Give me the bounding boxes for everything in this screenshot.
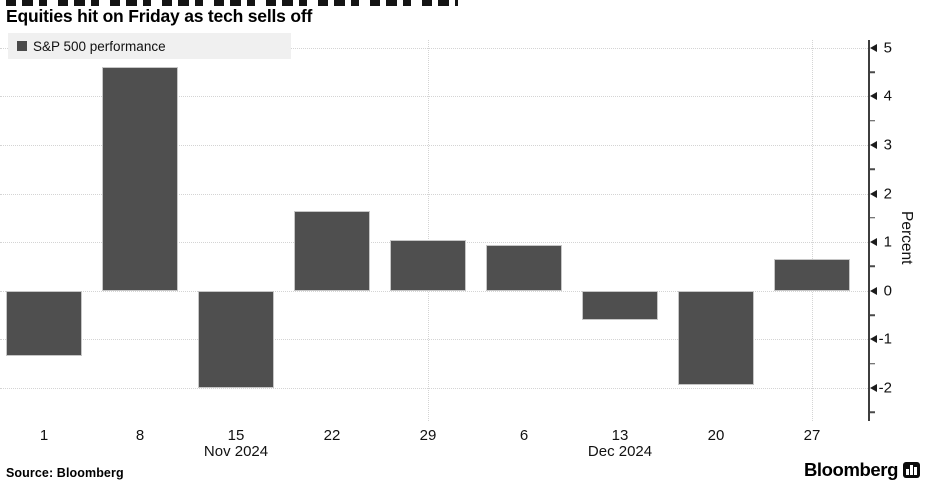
x-tick-label-22: 22 [323,427,341,444]
gridline-h-0 [0,290,868,292]
x-tick-label-1: 1 [39,427,49,444]
y-axis-line [868,40,870,421]
y-tick-1 [869,238,877,247]
y-minortick--0.5 [869,314,875,316]
bloomberg-bug-icon [903,462,920,478]
bar-13 [582,290,658,320]
y-minortick--2.5 [869,411,875,413]
bar-15 [198,290,274,388]
gridline-h-4 [0,96,868,98]
x-month-label: Dec 2024 [587,443,653,460]
chart-subtitle: Equities hit on Friday as tech sells off [6,6,313,26]
y-tick-label--1: -1 [878,330,892,348]
x-tick-label-15: 15 [227,427,245,444]
gridline-v-27 [812,40,813,421]
cropped-headline-fragment [6,0,458,6]
bar-6 [486,244,562,291]
gridline-h-5 [0,47,868,49]
y-tick-label-1: 1 [883,233,892,251]
bloomberg-wordmark: Bloomberg [803,459,898,480]
y-minortick-4.5 [869,71,875,73]
bar-29 [390,239,466,291]
source-attribution: Source: Bloomberg [6,466,124,480]
bar-1 [6,290,82,357]
y-tick--2 [869,383,877,392]
bar-8 [102,67,178,291]
x-tick-label-27: 27 [803,427,821,444]
x-month-label: Nov 2024 [203,443,269,460]
gridline-h--1 [0,339,868,341]
bar-20 [678,290,754,386]
gridline-h-3 [0,144,868,146]
y-tick-label-2: 2 [883,185,892,202]
y-tick-label--2: -2 [878,379,892,397]
bloomberg-brand: Bloomberg [804,459,920,481]
y-axis-title: Percent [898,211,915,265]
y-tick-label-4: 4 [883,87,892,105]
bar-22 [294,210,370,291]
x-tick-label-20: 20 [707,427,725,444]
y-tick-3 [869,140,877,149]
y-tick-5 [869,43,877,52]
legend-label: S&P 500 performance [33,38,166,54]
y-minortick--1.5 [869,362,875,365]
y-minortick-0.5 [869,265,875,268]
legend: S&P 500 performance [8,33,291,59]
legend-swatch-icon [17,41,27,51]
y-tick-4 [869,92,877,101]
x-tick-label-8: 8 [135,427,145,444]
gridline-h--2 [0,387,868,389]
y-tick--1 [869,335,877,344]
gridline-h-2 [0,193,868,195]
y-minortick-2.5 [869,168,875,170]
y-tick-label-0: 0 [883,282,892,300]
y-tick-2 [869,189,877,198]
y-tick-label-3: 3 [883,136,892,154]
x-tick-label-13: 13 [611,427,629,444]
y-minortick-3.5 [869,119,875,122]
gridline-v-29 [428,40,429,421]
x-tick-label-29: 29 [419,427,437,444]
x-tick-label-6: 6 [519,427,529,444]
y-tick-label-5: 5 [883,39,892,57]
y-tick-0 [869,286,877,295]
y-minortick-1.5 [869,217,875,219]
bar-27 [774,259,850,291]
